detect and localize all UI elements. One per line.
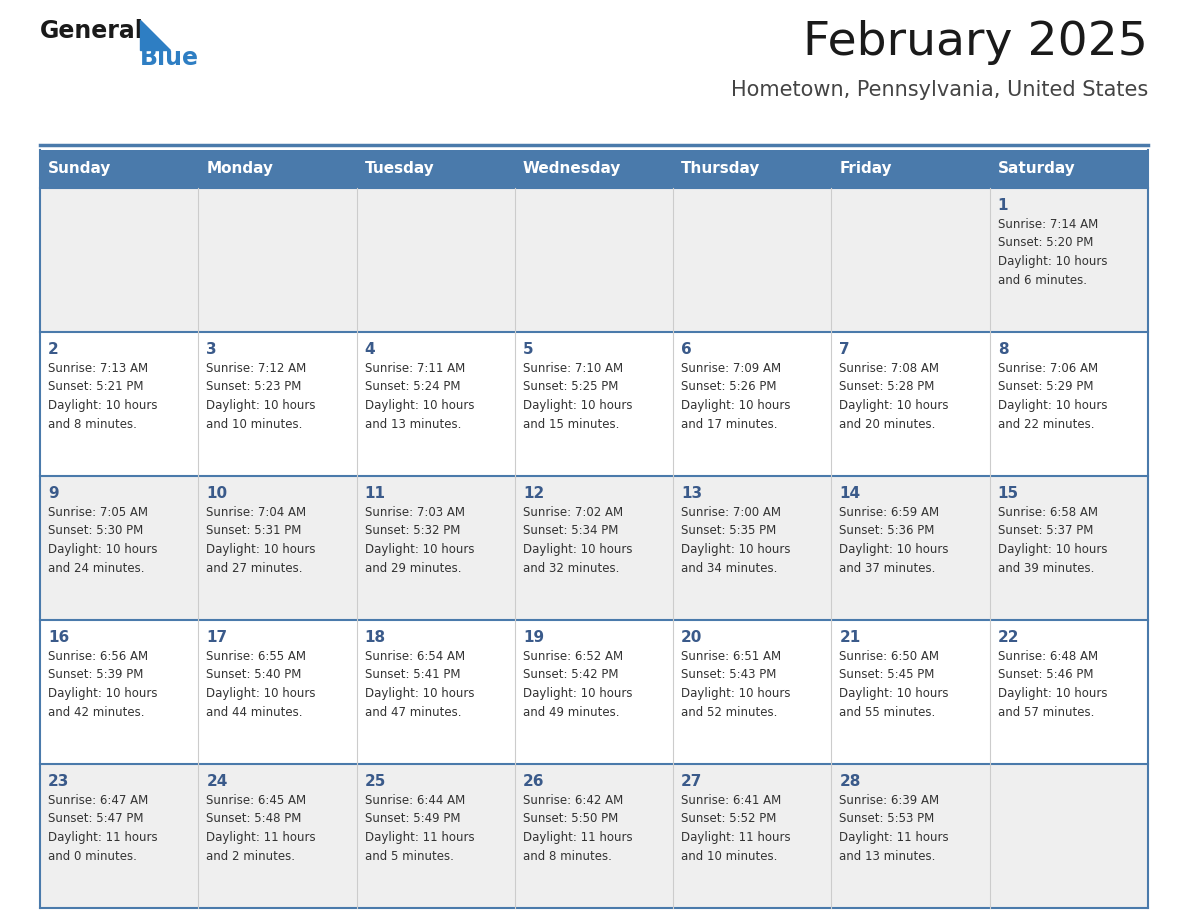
Text: Sunrise: 6:52 AM
Sunset: 5:42 PM
Daylight: 10 hours
and 49 minutes.: Sunrise: 6:52 AM Sunset: 5:42 PM Dayligh… [523,650,632,719]
Text: Wednesday: Wednesday [523,162,621,176]
Text: Sunrise: 6:48 AM
Sunset: 5:46 PM
Daylight: 10 hours
and 57 minutes.: Sunrise: 6:48 AM Sunset: 5:46 PM Dayligh… [998,650,1107,719]
Text: 10: 10 [207,486,227,501]
Text: 24: 24 [207,774,228,789]
Bar [40,620,1148,764]
Text: 20: 20 [681,630,702,645]
Bar [40,150,1148,188]
Text: Sunrise: 6:58 AM
Sunset: 5:37 PM
Daylight: 10 hours
and 39 minutes.: Sunrise: 6:58 AM Sunset: 5:37 PM Dayligh… [998,506,1107,575]
Text: 17: 17 [207,630,227,645]
Bar [40,476,1148,620]
Text: Sunrise: 6:39 AM
Sunset: 5:53 PM
Daylight: 11 hours
and 13 minutes.: Sunrise: 6:39 AM Sunset: 5:53 PM Dayligh… [840,794,949,863]
Bar [40,188,1148,332]
Text: Sunrise: 6:50 AM
Sunset: 5:45 PM
Daylight: 10 hours
and 55 minutes.: Sunrise: 6:50 AM Sunset: 5:45 PM Dayligh… [840,650,949,719]
Text: Sunrise: 6:42 AM
Sunset: 5:50 PM
Daylight: 11 hours
and 8 minutes.: Sunrise: 6:42 AM Sunset: 5:50 PM Dayligh… [523,794,632,863]
Text: Sunrise: 7:05 AM
Sunset: 5:30 PM
Daylight: 10 hours
and 24 minutes.: Sunrise: 7:05 AM Sunset: 5:30 PM Dayligh… [48,506,158,575]
Text: Sunrise: 6:41 AM
Sunset: 5:52 PM
Daylight: 11 hours
and 10 minutes.: Sunrise: 6:41 AM Sunset: 5:52 PM Dayligh… [681,794,791,863]
Text: Sunrise: 7:09 AM
Sunset: 5:26 PM
Daylight: 10 hours
and 17 minutes.: Sunrise: 7:09 AM Sunset: 5:26 PM Dayligh… [681,362,791,431]
Text: Sunrise: 7:14 AM
Sunset: 5:20 PM
Daylight: 10 hours
and 6 minutes.: Sunrise: 7:14 AM Sunset: 5:20 PM Dayligh… [998,218,1107,286]
Text: 22: 22 [998,630,1019,645]
Text: 19: 19 [523,630,544,645]
Text: Monday: Monday [207,162,273,176]
Text: Sunrise: 6:51 AM
Sunset: 5:43 PM
Daylight: 10 hours
and 52 minutes.: Sunrise: 6:51 AM Sunset: 5:43 PM Dayligh… [681,650,791,719]
Text: Sunrise: 7:04 AM
Sunset: 5:31 PM
Daylight: 10 hours
and 27 minutes.: Sunrise: 7:04 AM Sunset: 5:31 PM Dayligh… [207,506,316,575]
Text: 18: 18 [365,630,386,645]
Text: Thursday: Thursday [681,162,760,176]
Text: Sunrise: 6:55 AM
Sunset: 5:40 PM
Daylight: 10 hours
and 44 minutes.: Sunrise: 6:55 AM Sunset: 5:40 PM Dayligh… [207,650,316,719]
Text: Sunrise: 7:06 AM
Sunset: 5:29 PM
Daylight: 10 hours
and 22 minutes.: Sunrise: 7:06 AM Sunset: 5:29 PM Dayligh… [998,362,1107,431]
Text: 4: 4 [365,342,375,357]
Text: Sunrise: 6:45 AM
Sunset: 5:48 PM
Daylight: 11 hours
and 2 minutes.: Sunrise: 6:45 AM Sunset: 5:48 PM Dayligh… [207,794,316,863]
Text: 12: 12 [523,486,544,501]
Text: Sunrise: 6:56 AM
Sunset: 5:39 PM
Daylight: 10 hours
and 42 minutes.: Sunrise: 6:56 AM Sunset: 5:39 PM Dayligh… [48,650,158,719]
Text: 15: 15 [998,486,1019,501]
Text: 11: 11 [365,486,386,501]
Text: 13: 13 [681,486,702,501]
Bar [40,332,1148,476]
Text: 1: 1 [998,198,1009,213]
Text: Sunrise: 7:13 AM
Sunset: 5:21 PM
Daylight: 10 hours
and 8 minutes.: Sunrise: 7:13 AM Sunset: 5:21 PM Dayligh… [48,362,158,431]
Polygon shape [140,20,170,50]
Text: 6: 6 [681,342,691,357]
Text: Sunrise: 7:12 AM
Sunset: 5:23 PM
Daylight: 10 hours
and 10 minutes.: Sunrise: 7:12 AM Sunset: 5:23 PM Dayligh… [207,362,316,431]
Text: 3: 3 [207,342,217,357]
Text: Sunrise: 7:11 AM
Sunset: 5:24 PM
Daylight: 10 hours
and 13 minutes.: Sunrise: 7:11 AM Sunset: 5:24 PM Dayligh… [365,362,474,431]
Text: Sunrise: 6:47 AM
Sunset: 5:47 PM
Daylight: 11 hours
and 0 minutes.: Sunrise: 6:47 AM Sunset: 5:47 PM Dayligh… [48,794,158,863]
Text: Sunrise: 6:44 AM
Sunset: 5:49 PM
Daylight: 11 hours
and 5 minutes.: Sunrise: 6:44 AM Sunset: 5:49 PM Dayligh… [365,794,474,863]
Text: Sunday: Sunday [48,162,112,176]
Text: 2: 2 [48,342,58,357]
Text: Sunrise: 7:08 AM
Sunset: 5:28 PM
Daylight: 10 hours
and 20 minutes.: Sunrise: 7:08 AM Sunset: 5:28 PM Dayligh… [840,362,949,431]
Text: Sunrise: 6:54 AM
Sunset: 5:41 PM
Daylight: 10 hours
and 47 minutes.: Sunrise: 6:54 AM Sunset: 5:41 PM Dayligh… [365,650,474,719]
Text: Sunrise: 7:02 AM
Sunset: 5:34 PM
Daylight: 10 hours
and 32 minutes.: Sunrise: 7:02 AM Sunset: 5:34 PM Dayligh… [523,506,632,575]
Text: February 2025: February 2025 [803,20,1148,65]
Text: 16: 16 [48,630,69,645]
Text: Sunrise: 7:03 AM
Sunset: 5:32 PM
Daylight: 10 hours
and 29 minutes.: Sunrise: 7:03 AM Sunset: 5:32 PM Dayligh… [365,506,474,575]
Bar [40,764,1148,908]
Text: Sunrise: 7:00 AM
Sunset: 5:35 PM
Daylight: 10 hours
and 34 minutes.: Sunrise: 7:00 AM Sunset: 5:35 PM Dayligh… [681,506,791,575]
Text: Tuesday: Tuesday [365,162,435,176]
Text: 9: 9 [48,486,58,501]
Text: 14: 14 [840,486,860,501]
Text: 27: 27 [681,774,702,789]
Text: 5: 5 [523,342,533,357]
Text: Saturday: Saturday [998,162,1075,176]
Text: 23: 23 [48,774,69,789]
Text: 25: 25 [365,774,386,789]
Text: 7: 7 [840,342,851,357]
Text: Sunrise: 7:10 AM
Sunset: 5:25 PM
Daylight: 10 hours
and 15 minutes.: Sunrise: 7:10 AM Sunset: 5:25 PM Dayligh… [523,362,632,431]
Text: Sunrise: 6:59 AM
Sunset: 5:36 PM
Daylight: 10 hours
and 37 minutes.: Sunrise: 6:59 AM Sunset: 5:36 PM Dayligh… [840,506,949,575]
Text: General: General [40,19,144,43]
Text: 26: 26 [523,774,544,789]
Text: 8: 8 [998,342,1009,357]
Text: Hometown, Pennsylvania, United States: Hometown, Pennsylvania, United States [731,80,1148,100]
Text: Blue: Blue [140,46,200,70]
Text: Friday: Friday [840,162,892,176]
Text: 21: 21 [840,630,860,645]
Text: 28: 28 [840,774,861,789]
